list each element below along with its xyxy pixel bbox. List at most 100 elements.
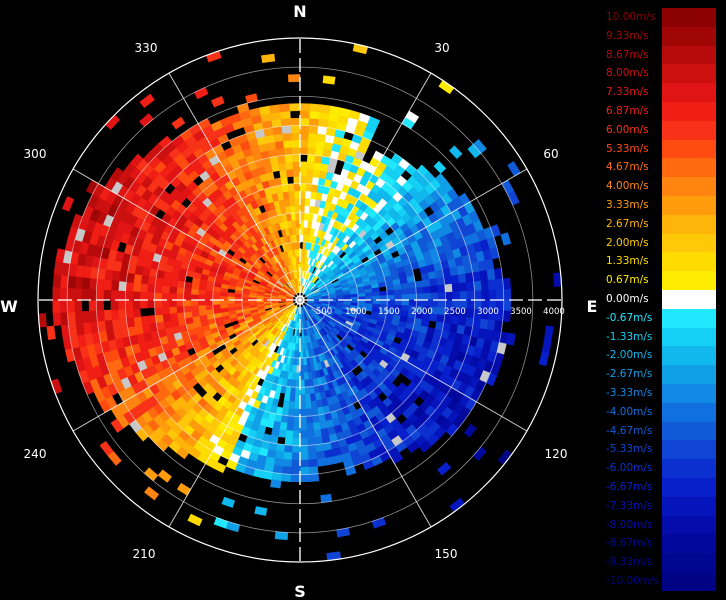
velocity-cell xyxy=(125,308,134,319)
colorbar-label: -6.00m/s xyxy=(606,462,653,475)
velocity-cell xyxy=(299,401,306,410)
velocity-cell xyxy=(308,125,319,134)
velocity-cell xyxy=(96,278,105,290)
velocity-cell xyxy=(273,457,284,467)
velocity-cell xyxy=(155,277,164,286)
velocity-cell xyxy=(290,125,301,134)
velocity-cell xyxy=(285,161,294,170)
velocity-cell xyxy=(282,459,292,468)
velocity-cell xyxy=(143,486,160,501)
velocity-cell xyxy=(110,309,120,320)
velocity-cell xyxy=(289,393,296,402)
velocity-cell xyxy=(459,291,468,301)
velocity-cell xyxy=(299,146,309,155)
velocity-cell xyxy=(407,281,417,289)
colorbar-swatch xyxy=(662,496,716,517)
velocity-cell xyxy=(418,440,432,453)
velocity-cell xyxy=(299,430,308,439)
colorbar-swatch xyxy=(662,139,716,159)
velocity-cell xyxy=(67,275,76,289)
velocity-cell xyxy=(414,280,424,289)
range-label-3000: 3000 xyxy=(477,307,499,317)
colorbar-swatch xyxy=(662,271,716,291)
azimuth-spoke xyxy=(72,299,301,432)
velocity-cell xyxy=(289,198,296,207)
velocity-cell xyxy=(190,294,199,301)
velocity-cell xyxy=(293,416,301,424)
velocity-cell xyxy=(393,289,402,296)
velocity-cell xyxy=(283,147,293,156)
velocity-cell xyxy=(125,299,134,310)
velocity-cell xyxy=(52,299,61,314)
velocity-cell xyxy=(55,248,66,263)
velocity-cell xyxy=(463,423,477,438)
velocity-cell xyxy=(168,299,177,308)
velocity-cell xyxy=(117,299,126,310)
velocity-cell xyxy=(305,401,312,410)
velocity-cell xyxy=(315,450,326,460)
velocity-cell xyxy=(169,312,179,321)
velocity-cell xyxy=(287,408,295,417)
velocity-cell xyxy=(96,299,104,311)
velocity-cell xyxy=(324,456,336,466)
velocity-cell xyxy=(118,308,127,320)
azimuth-spoke xyxy=(299,72,432,301)
velocity-cell xyxy=(304,386,311,395)
velocity-cell xyxy=(364,292,373,297)
colorbar-label: 0.00m/s xyxy=(606,293,649,305)
velocity-cell xyxy=(445,291,454,301)
colorbar-swatch xyxy=(662,26,716,47)
velocity-cell xyxy=(293,408,301,417)
velocity-cell xyxy=(261,53,276,64)
velocity-cell xyxy=(305,408,313,417)
velocity-cell xyxy=(430,285,439,294)
velocity-cell xyxy=(450,274,460,285)
west-label: W xyxy=(0,297,18,316)
velocity-cell xyxy=(291,219,297,228)
colorbar-label: 6.87m/s xyxy=(606,105,649,117)
velocity-cell xyxy=(139,93,155,108)
velocity-cell xyxy=(52,312,62,327)
velocity-cell xyxy=(372,291,381,297)
range-label-1500: 1500 xyxy=(378,307,400,317)
velocity-cell xyxy=(59,287,68,301)
velocity-cell xyxy=(305,183,313,192)
velocity-cell xyxy=(307,147,317,156)
azimuth-label-330: 330 xyxy=(135,41,158,55)
velocity-cell xyxy=(279,169,288,179)
velocity-cell xyxy=(319,420,328,430)
velocity-cell xyxy=(502,277,511,290)
velocity-cell xyxy=(187,513,203,527)
velocity-cell xyxy=(309,110,320,120)
colorbar-swatch xyxy=(662,64,716,84)
velocity-cell xyxy=(299,161,308,170)
velocity-cell xyxy=(280,118,292,127)
velocity-cell xyxy=(357,292,366,298)
velocity-cell xyxy=(408,299,417,307)
south-label: S xyxy=(294,582,306,600)
velocity-cell xyxy=(291,146,301,155)
velocity-cell xyxy=(311,414,320,424)
velocity-cell xyxy=(280,176,289,186)
velocity-cell xyxy=(190,299,199,306)
colorbar-label: -1.33m/s xyxy=(606,330,653,343)
velocity-cell xyxy=(154,292,163,301)
velocity-cell xyxy=(110,299,119,311)
velocity-cell xyxy=(309,103,321,113)
east-label: E xyxy=(587,297,598,316)
velocity-cell xyxy=(81,310,91,324)
velocity-cell xyxy=(488,289,497,301)
velocity-cell xyxy=(292,161,301,170)
colorbar-swatch xyxy=(662,252,716,272)
velocity-cell xyxy=(274,140,285,150)
velocity-cell xyxy=(430,292,439,301)
velocity-cell xyxy=(96,289,104,301)
velocity-cell xyxy=(287,183,295,192)
velocity-cell xyxy=(283,451,293,461)
velocity-cell xyxy=(53,261,64,276)
velocity-cell xyxy=(176,293,184,301)
velocity-cell xyxy=(474,290,483,301)
colorbar-swatch xyxy=(662,440,716,460)
velocity-cell xyxy=(283,444,293,453)
velocity-cell xyxy=(367,116,381,128)
